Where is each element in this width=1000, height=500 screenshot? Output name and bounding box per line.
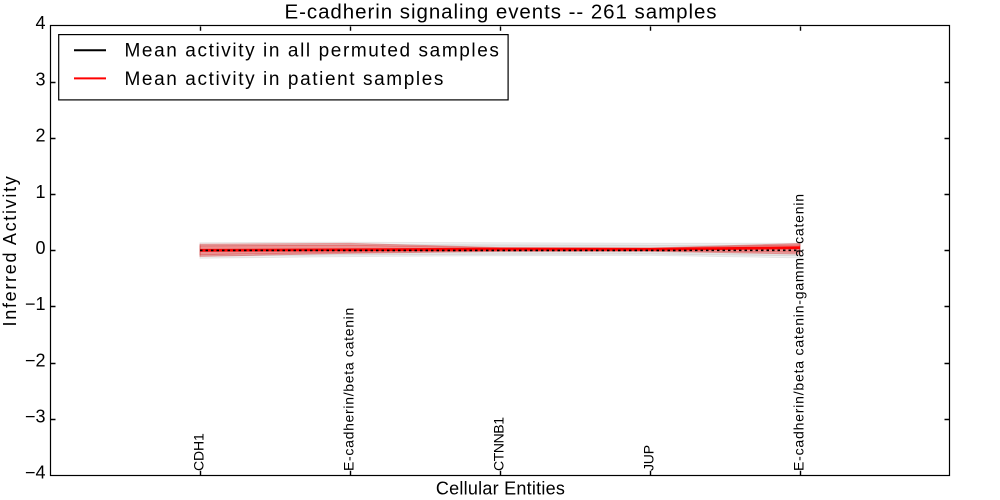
svg-text:Mean activity in patient sampl: Mean activity in patient samples <box>125 69 446 90</box>
svg-text:CTNNB1: CTNNB1 <box>491 417 507 471</box>
svg-text:E-cadherin signaling events --: E-cadherin signaling events -- 261 sampl… <box>284 0 717 23</box>
svg-text:−3: −3 <box>25 407 46 427</box>
svg-text:CDH1: CDH1 <box>191 433 207 471</box>
svg-text:−4: −4 <box>25 463 46 483</box>
svg-text:E-cadherin/beta catenin: E-cadherin/beta catenin <box>341 307 357 471</box>
svg-text:Mean activity in all permuted: Mean activity in all permuted samples <box>125 41 501 62</box>
svg-text:Inferred Activity: Inferred Activity <box>0 175 20 327</box>
svg-text:2: 2 <box>35 126 45 146</box>
svg-text:1: 1 <box>35 182 45 202</box>
svg-text:4: 4 <box>35 13 45 33</box>
svg-text:0: 0 <box>35 238 45 258</box>
svg-text:−1: −1 <box>25 294 46 314</box>
svg-text:E-cadherin/beta catenin-gamma: E-cadherin/beta catenin-gamma catenin <box>791 193 807 471</box>
svg-text:−2: −2 <box>25 350 46 370</box>
svg-text:3: 3 <box>35 69 45 89</box>
svg-text:Cellular Entities: Cellular Entities <box>436 479 565 499</box>
svg-text:JUP: JUP <box>641 445 657 471</box>
